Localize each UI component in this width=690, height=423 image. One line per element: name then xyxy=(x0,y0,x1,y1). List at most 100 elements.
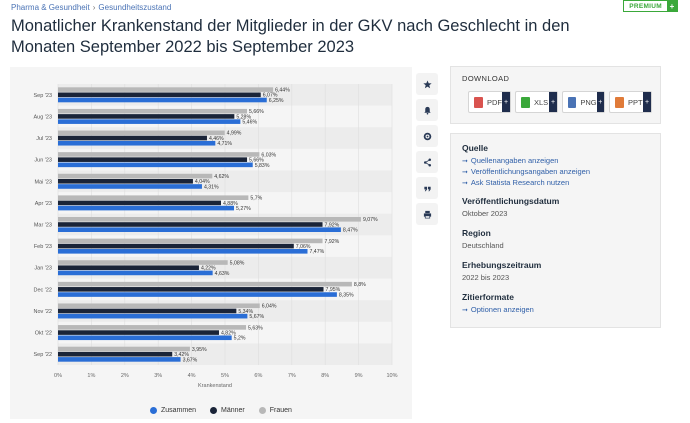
download-pdf-button[interactable]: PDF + xyxy=(468,91,511,113)
data-label: 3,42% xyxy=(174,352,189,358)
ppt-file-icon xyxy=(615,96,624,108)
data-label: 5,27% xyxy=(236,206,251,212)
period-title: Erhebungszeitraum xyxy=(462,260,542,270)
legend-item-frauen[interactable]: Frauen xyxy=(258,407,292,414)
y-category-label: Jul '23 xyxy=(36,136,52,142)
y-category-label: Nov '22 xyxy=(34,309,52,315)
legend-item-zusammen[interactable]: Zusammen xyxy=(150,407,196,414)
source-link-veroeffentlichung[interactable]: ➞ Veröffentlichungsangaben anzeigen xyxy=(462,167,657,176)
data-label: 7,95% xyxy=(326,287,341,293)
xls-file-icon xyxy=(521,96,530,108)
link-label: Optionen anzeigen xyxy=(470,305,534,314)
bar-frauen xyxy=(58,195,249,200)
bar-zusammen xyxy=(58,292,337,297)
breadcrumb-separator: › xyxy=(92,3,96,12)
data-label: 5,08% xyxy=(230,260,245,266)
download-title: DOWNLOAD xyxy=(462,74,510,83)
source-link-quellenangaben[interactable]: ➞ Quellenangaben anzeigen xyxy=(462,156,657,165)
breadcrumb: Pharma & Gesundheit › Gesundheitszustand xyxy=(11,3,171,12)
breadcrumb-item-pharma[interactable]: Pharma & Gesundheit xyxy=(11,3,90,12)
arrow-right-icon: ➞ xyxy=(462,179,468,187)
star-icon xyxy=(422,79,432,88)
data-label: 4,99% xyxy=(227,131,242,137)
bar-zusammen xyxy=(58,357,181,362)
data-label: 8,8% xyxy=(354,282,366,288)
data-label: 9,07% xyxy=(363,217,378,223)
data-label: 3,67% xyxy=(183,357,198,363)
breadcrumb-item-gesundheitszustand[interactable]: Gesundheitszustand xyxy=(98,3,172,12)
data-label: 4,22% xyxy=(201,266,216,272)
data-label: 5,2% xyxy=(234,336,246,342)
premium-badge[interactable]: PREMIUM + xyxy=(623,0,678,12)
data-label: 4,82% xyxy=(221,330,236,336)
data-label: 4,62% xyxy=(214,174,229,180)
share-button[interactable] xyxy=(416,151,438,173)
download-pdf-label: PDF xyxy=(487,97,502,107)
bar-maenner xyxy=(58,351,173,357)
download-png-button[interactable]: PNG + xyxy=(562,91,605,113)
favorite-button[interactable] xyxy=(416,73,438,95)
bar-zusammen xyxy=(58,119,241,124)
bar-frauen xyxy=(58,238,323,244)
bar-zusammen xyxy=(58,162,253,168)
x-tick-label: 4% xyxy=(188,373,196,379)
legend-dot-frauen xyxy=(258,407,266,414)
settings-button[interactable] xyxy=(416,125,438,147)
download-ppt-button[interactable]: PPT + xyxy=(609,91,652,113)
y-category-label: Aug '23 xyxy=(34,114,52,120)
data-label: 4,71% xyxy=(217,141,232,147)
x-tick-label: 3% xyxy=(154,373,162,379)
bar-frauen xyxy=(58,217,361,222)
cite-button[interactable] xyxy=(416,177,438,199)
data-label: 6,03% xyxy=(261,152,276,158)
link-label: Ask Statista Research nutzen xyxy=(470,178,570,187)
data-label: 5,63% xyxy=(248,325,263,331)
pubdate-title: Veröffentlichungsdatum xyxy=(462,196,560,206)
png-file-icon xyxy=(568,96,577,108)
arrow-right-icon: ➞ xyxy=(462,306,468,314)
y-category-label: Okt '22 xyxy=(35,331,52,337)
bar-maenner xyxy=(58,200,221,206)
print-button[interactable] xyxy=(416,203,438,225)
notification-button[interactable] xyxy=(416,99,438,121)
y-category-label: Mar '23 xyxy=(34,223,52,229)
download-png-label: PNG xyxy=(580,97,597,107)
print-icon xyxy=(423,210,431,218)
link-label: Veröffentlichungsangaben anzeigen xyxy=(470,167,591,176)
cite-options-link[interactable]: ➞ Optionen anzeigen xyxy=(462,305,657,314)
data-label: 6,44% xyxy=(275,88,290,94)
share-icon xyxy=(423,158,431,166)
bar-zusammen xyxy=(58,140,216,146)
bar-maenner xyxy=(58,243,294,249)
pdf-file-icon xyxy=(474,96,483,108)
legend-label-zusammen: Zusammen xyxy=(161,407,197,414)
bar-frauen xyxy=(58,130,225,136)
data-label: 6,07% xyxy=(263,93,278,99)
x-axis-label: Krankenstand xyxy=(198,383,232,389)
download-xls-button[interactable]: XLS + xyxy=(515,91,558,113)
plus-icon: + xyxy=(643,92,651,112)
data-label: 5,28% xyxy=(236,114,251,120)
link-label: Quellenangaben anzeigen xyxy=(470,156,559,165)
pubdate-value: Oktober 2023 xyxy=(462,209,508,218)
bar-frauen xyxy=(58,87,274,92)
bar-chart: 0% 1% 2% 3% 4% 5% 6% 7% 8% 9% 10% Krankenstand Sep '… xyxy=(34,84,398,389)
period-value: 2022 bis 2023 xyxy=(462,273,510,282)
y-category-label: Sep '23 xyxy=(34,93,52,99)
bar-maenner xyxy=(58,114,235,119)
legend-label-frauen: Frauen xyxy=(269,407,292,414)
y-category-label: Jan '23 xyxy=(34,266,52,272)
legend-item-maenner[interactable]: Männer xyxy=(210,407,245,414)
data-label: 5,46% xyxy=(242,120,257,126)
y-category-label: Dec '22 xyxy=(34,287,52,293)
cite-title: Zitierformate xyxy=(462,292,514,302)
y-category-label: Apr '23 xyxy=(35,201,52,207)
data-label: 5,67% xyxy=(249,314,264,320)
data-label: 4,04% xyxy=(195,179,210,185)
x-tick-label: 7% xyxy=(288,373,296,379)
bar-zusammen xyxy=(58,249,308,254)
download-xls-label: XLS xyxy=(534,97,549,107)
chart-toolbar xyxy=(416,73,438,229)
data-label: 7,47% xyxy=(309,249,324,255)
source-link-research[interactable]: ➞ Ask Statista Research nutzen xyxy=(462,178,657,187)
